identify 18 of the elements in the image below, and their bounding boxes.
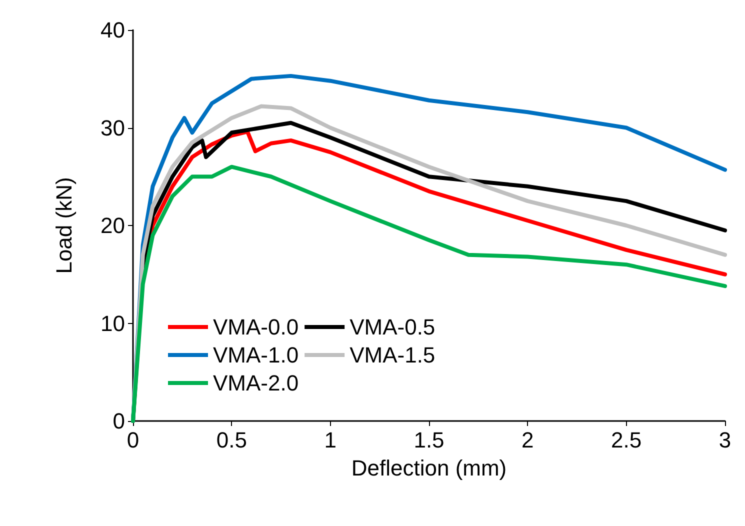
y-tick-label: 20 [100, 213, 125, 238]
legend-label: VMA-0.5 [350, 314, 436, 340]
y-tick-label: 30 [100, 115, 125, 140]
x-tick-label: 1 [324, 428, 336, 452]
y-tick-label: 40 [100, 18, 125, 42]
y-axis-title: Load (kN) [52, 177, 76, 274]
x-axis-title: Deflection (mm) [351, 456, 507, 480]
legend-label: VMA-1.5 [350, 342, 436, 368]
legend-label: VMA-2.0 [213, 370, 299, 396]
legend-label: VMA-1.0 [213, 342, 299, 368]
x-tick-label: 3 [718, 428, 732, 452]
legend-label: VMA-0.0 [213, 314, 299, 340]
x-tick-label: 1.5 [414, 428, 444, 452]
x-tick-label: 2.5 [611, 428, 642, 452]
x-tick-label: 2 [522, 428, 534, 452]
x-tick-label: 0.5 [216, 428, 247, 452]
y-tick-label: 0 [112, 408, 125, 434]
y-tick-label: 10 [100, 310, 125, 336]
